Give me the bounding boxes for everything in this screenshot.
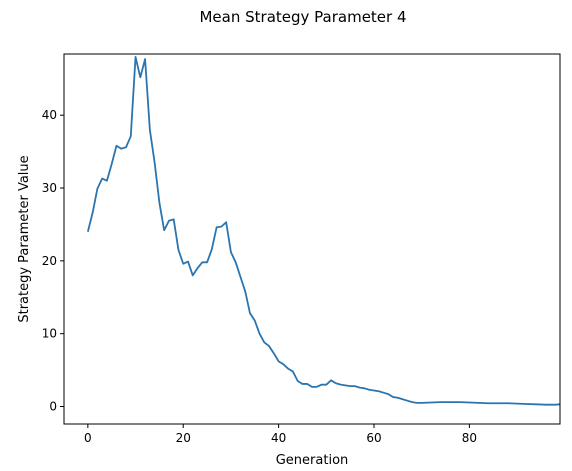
plot-frame [63, 53, 561, 425]
y-tick-label: 0 [49, 400, 57, 414]
x-tick-label: 0 [84, 431, 92, 445]
y-tick-label: 40 [42, 108, 57, 122]
y-axis-label: Strategy Parameter Value [17, 155, 32, 322]
chart-title: Mean Strategy Parameter 4 [199, 8, 406, 26]
y-tick-label: 20 [42, 254, 57, 268]
x-axis-label: Generation [276, 453, 349, 468]
x-axis: 0 20 40 60 80 [84, 424, 477, 445]
x-tick-label: 20 [176, 431, 191, 445]
series-line-0 [86, 56, 561, 406]
y-tick-label: 30 [42, 181, 57, 195]
x-tick-label: 40 [271, 431, 286, 445]
x-tick-label: 80 [462, 431, 477, 445]
x-tick-label: 60 [366, 431, 381, 445]
y-axis: 0 10 20 30 40 [42, 108, 64, 414]
y-tick-label: 10 [42, 327, 57, 341]
plot-area [86, 56, 561, 406]
